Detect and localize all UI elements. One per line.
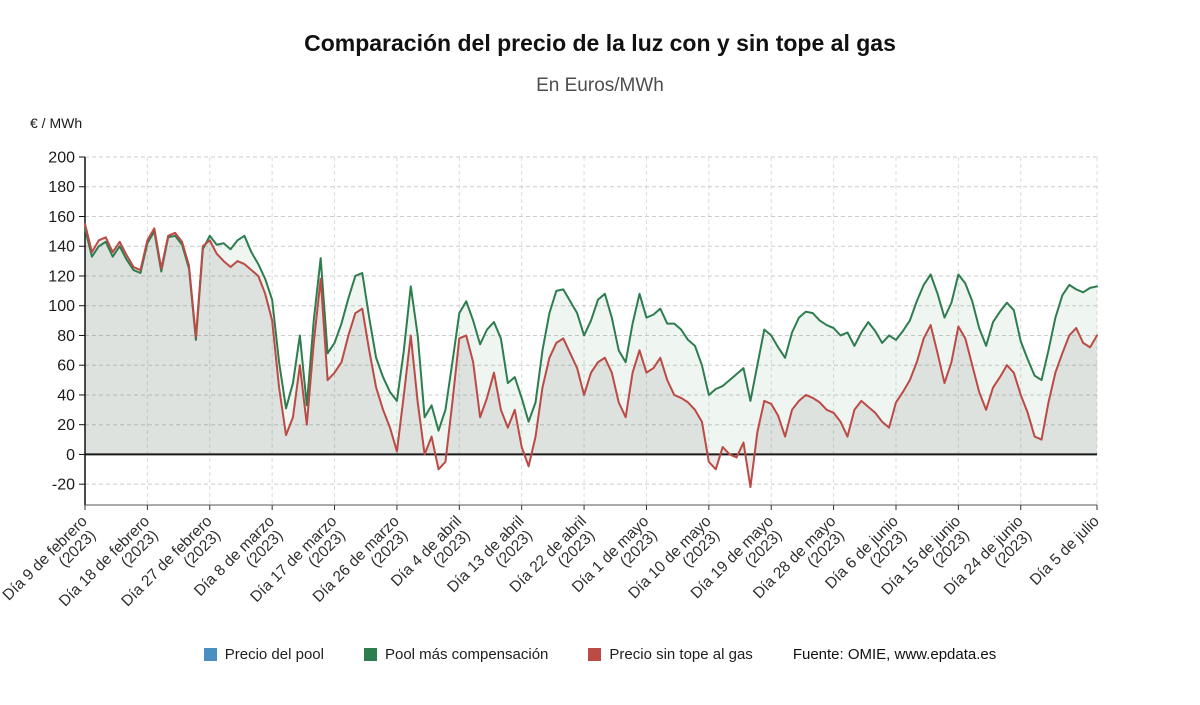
line-precio-sin-tope — [84, 222, 1098, 489]
legend-label-0: Precio del pool — [224, 646, 324, 663]
y-tick-label: 140 — [48, 239, 75, 256]
legend-label-1: Pool más compensación — [384, 646, 549, 663]
legend: Precio del pool Pool más compensación Prec… — [0, 646, 1200, 663]
x-tick-label: Día 9 de febrero(2023) — [0, 513, 102, 616]
y-tick-label: 40 — [57, 387, 75, 404]
legend-item-1[interactable]: Pool más compensación — [363, 646, 549, 663]
y-tick-label: -20 — [52, 477, 75, 494]
source-attribution: Fuente: OMIE, www.epdata.es — [792, 646, 997, 663]
y-tick-label: 0 — [66, 447, 75, 464]
y-tick-label: 120 — [48, 268, 75, 285]
legend-items: Precio del pool Pool más compensación Prec… — [203, 646, 753, 663]
legend-label-2: Precio sin tope al gas — [609, 646, 753, 663]
legend-swatch-2 — [588, 648, 602, 661]
y-axis-unit-label: € / MWh — [30, 115, 83, 131]
area-precio-sin-tope — [85, 223, 1097, 488]
y-tick-label: 180 — [48, 179, 75, 196]
y-tick-label: 100 — [48, 298, 75, 315]
legend-swatch-1 — [363, 648, 377, 661]
legend-item-2[interactable]: Precio sin tope al gas — [588, 646, 753, 663]
x-tick-label: Día 5 de julio — [1027, 513, 1103, 589]
y-tick-label: 160 — [48, 209, 75, 226]
area-pool-mas-compensacion — [85, 228, 1097, 455]
y-tick-label: 80 — [57, 328, 75, 345]
chart-subtitle: En Euros/MWh — [536, 75, 664, 96]
y-tick-label: 60 — [57, 358, 75, 375]
y-tick-label: 200 — [48, 150, 75, 167]
y-tick-label: 20 — [57, 417, 75, 434]
chart-title: Comparación del precio de la luz con y s… — [304, 30, 896, 56]
legend-swatch-0 — [203, 648, 217, 661]
line-pool-mas-compensacion — [84, 227, 1098, 432]
legend-item-0[interactable]: Precio del pool — [203, 646, 324, 663]
